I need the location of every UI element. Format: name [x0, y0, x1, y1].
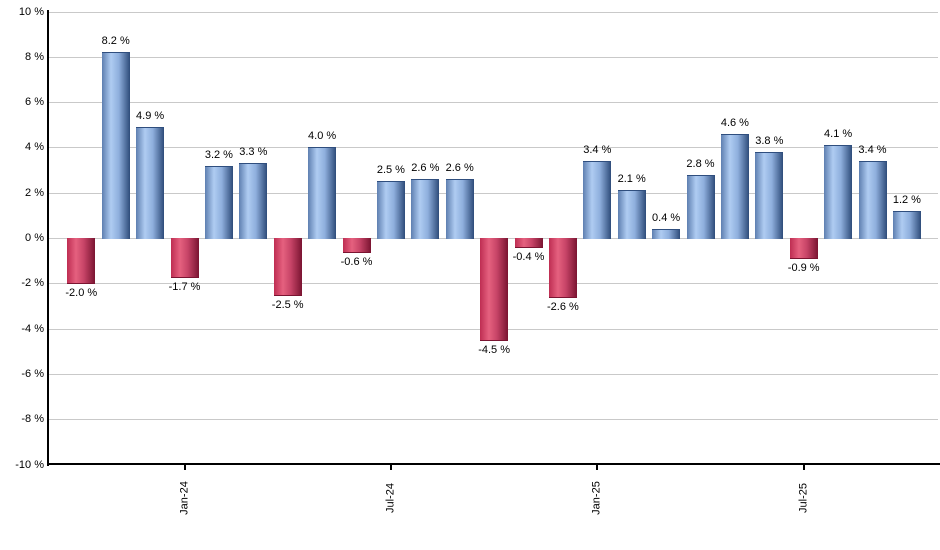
y-axis-tick-label: 8 % — [25, 51, 44, 63]
bar-value-label: 3.3 % — [239, 146, 268, 159]
y-axis-tick-label: -10 % — [15, 459, 44, 471]
bar — [204, 165, 233, 239]
bar-value-label: 8.2 % — [101, 35, 130, 48]
bar-value-label: 2.6 % — [411, 162, 440, 175]
bar — [892, 210, 921, 239]
bar-value-label: 1.2 % — [892, 193, 921, 206]
bar — [720, 133, 749, 239]
bar — [480, 238, 509, 341]
x-axis-tick-label: Jul-25 — [797, 483, 810, 513]
gridline — [48, 374, 938, 375]
bar — [308, 147, 337, 239]
bar-value-label: 3.2 % — [204, 148, 233, 161]
gridline — [48, 57, 938, 58]
y-axis-tick-label: 10 % — [18, 6, 44, 18]
y-axis-tick-label: -8 % — [21, 413, 44, 425]
x-axis-tick-label: Jan-25 — [590, 481, 603, 515]
x-axis-tick-mark — [183, 465, 186, 470]
bar — [376, 181, 405, 239]
bar-value-label: 0.4 % — [652, 211, 681, 224]
bar — [273, 238, 302, 296]
bar — [583, 161, 612, 239]
bar — [445, 179, 474, 239]
y-axis-tick-label: 4 % — [25, 141, 44, 153]
y-axis-line — [47, 10, 49, 466]
gridline — [48, 102, 938, 103]
bar — [67, 238, 96, 285]
y-axis-tick-label: 0 % — [25, 232, 44, 244]
bar-value-label: 2.6 % — [445, 162, 474, 175]
bar — [170, 238, 199, 278]
bar-value-label: 2.5 % — [376, 164, 405, 177]
x-axis-tick-mark — [802, 465, 805, 470]
y-axis-tick-label: -2 % — [21, 277, 44, 289]
y-axis-tick-label: -4 % — [21, 323, 44, 335]
x-axis-tick-mark — [596, 465, 599, 470]
bar-value-label: 2.1 % — [617, 173, 646, 186]
bar — [789, 238, 818, 260]
gridline — [48, 12, 938, 13]
bar-value-label: -2.5 % — [271, 298, 304, 311]
bar-value-label: -1.7 % — [168, 280, 201, 293]
y-axis-tick-label: -6 % — [21, 368, 44, 380]
bar-value-label: 3.4 % — [583, 144, 612, 156]
gridline — [48, 147, 938, 148]
y-axis-tick-label: 2 % — [25, 187, 44, 199]
x-axis-tick-label: Jan-24 — [178, 481, 190, 515]
bar-value-label: -0.4 % — [512, 251, 545, 264]
bar — [858, 161, 887, 239]
bar — [686, 174, 715, 239]
bar — [101, 52, 130, 239]
bar-value-label: 4.0 % — [308, 130, 337, 143]
bar — [755, 151, 784, 239]
gridline — [48, 419, 938, 420]
bar — [548, 238, 577, 298]
bar-value-label: 4.1 % — [824, 128, 853, 141]
bar-value-label: 3.4 % — [858, 144, 887, 156]
bar — [239, 163, 268, 239]
bar — [824, 145, 853, 239]
x-axis-line — [47, 463, 940, 465]
bar — [617, 190, 646, 239]
bar — [652, 228, 681, 239]
bar-value-label: 4.9 % — [136, 110, 165, 122]
bar-value-label: -0.6 % — [340, 255, 373, 268]
bar — [514, 238, 543, 249]
bar-value-label: 3.8 % — [755, 134, 784, 147]
bar-value-label: -2.0 % — [65, 287, 98, 300]
bar-value-label: 4.6 % — [720, 116, 749, 129]
bar-value-label: -0.9 % — [787, 262, 820, 275]
gridline — [48, 193, 938, 194]
bar-value-label: -2.6 % — [546, 300, 579, 313]
bar-value-label: -4.5 % — [478, 343, 510, 356]
bar — [136, 127, 165, 239]
bar-value-label: 2.8 % — [686, 157, 715, 170]
bar — [411, 179, 440, 239]
y-axis-tick-label: 6 % — [25, 96, 44, 108]
bar — [342, 238, 371, 253]
x-axis-tick-mark — [389, 465, 392, 470]
x-axis-tick-label: Jul-24 — [384, 483, 397, 513]
